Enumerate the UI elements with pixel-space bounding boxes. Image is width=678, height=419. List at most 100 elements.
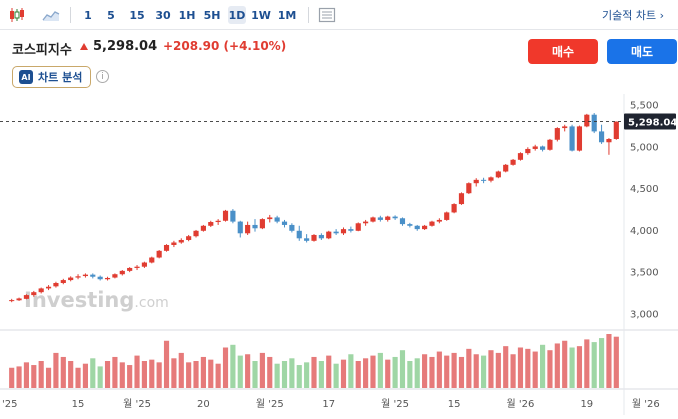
volume-bar [429, 356, 435, 388]
candle-body [429, 221, 435, 226]
candle-body [222, 210, 229, 221]
candle-body [363, 221, 369, 224]
volume-bar [488, 350, 494, 388]
volume-bar [104, 361, 111, 388]
chart-settings-icon[interactable] [318, 6, 336, 24]
price-chart[interactable]: Investing.com 3,000 3,500 4,000 4,500 5,000 5… [0, 94, 678, 415]
area-chart-type-icon[interactable] [42, 6, 60, 24]
candle-body [532, 146, 538, 149]
volume-bar [326, 355, 332, 388]
price-change: +208.90 (+4.10%) [163, 39, 287, 53]
volume-bar [127, 365, 133, 388]
candle-body [23, 295, 30, 299]
candle-body [267, 217, 273, 220]
last-price: 5,298.04 [93, 39, 158, 54]
interval-1d-button[interactable]: 1D [228, 6, 246, 24]
volume-bar [363, 358, 369, 388]
candle-body [554, 128, 560, 140]
x-tick-label: 15 [448, 399, 461, 410]
candle-body [163, 244, 170, 251]
candle-body [355, 223, 361, 231]
y-tick-label: 3,500 [630, 268, 659, 279]
x-tick-label: 19 [580, 399, 593, 410]
candle-body [186, 236, 192, 240]
candlestick-type-icon[interactable] [8, 6, 26, 24]
volume-bar [525, 348, 531, 388]
candle-body [245, 224, 251, 234]
interval-5h-button[interactable]: 5H [203, 8, 221, 22]
x-tick-label: 월 '25 [381, 398, 409, 410]
volume-bar [60, 356, 66, 388]
volume-bar [562, 340, 568, 388]
interval-5-button[interactable]: 5 [107, 8, 115, 22]
candle-body [569, 126, 575, 151]
ai-chart-analysis-button[interactable]: AI 차트 분석 [12, 66, 92, 88]
candle-body [127, 267, 133, 271]
interval-30-button[interactable]: 30 [155, 8, 171, 22]
volume-bar [163, 340, 170, 388]
interval-15-button[interactable]: 15 [129, 8, 145, 22]
volume-bar [436, 351, 442, 388]
volume-bar [31, 365, 37, 388]
candle-body [171, 242, 177, 245]
candle-body [451, 204, 457, 213]
volume-bar [613, 336, 619, 388]
volume-bar [200, 356, 206, 388]
candle-body [53, 282, 59, 287]
candle-body [370, 217, 376, 222]
sell-button[interactable]: 매도 [607, 39, 677, 64]
candle-body [340, 229, 347, 234]
volume-bar [289, 358, 295, 388]
candle-body [90, 274, 96, 277]
volume-bar [16, 366, 22, 388]
volume-bar [532, 351, 538, 388]
volume-bar [97, 366, 103, 388]
candle-body [45, 286, 52, 289]
interval-1h-button[interactable]: 1H [178, 8, 196, 22]
volume-bar [606, 334, 612, 388]
info-icon[interactable]: i [96, 70, 109, 83]
volume-bar [208, 359, 214, 388]
volume-bar [193, 361, 199, 388]
x-tick-label: 월 '25 [256, 398, 284, 410]
candle-body [31, 292, 37, 296]
volume-bar [539, 344, 546, 388]
candle-body [237, 221, 243, 234]
volume-bar [149, 359, 155, 388]
candle-body [141, 262, 147, 267]
volume-bar [510, 354, 516, 388]
interval-1-button[interactable]: 1 [84, 8, 92, 22]
candle-body [68, 277, 74, 281]
candle-body [274, 217, 280, 222]
candle-body [407, 224, 413, 226]
buy-button[interactable]: 매수 [528, 39, 598, 64]
volume-bar [584, 339, 590, 388]
candle-body [112, 274, 118, 278]
y-tick-label: 5,000 [630, 142, 659, 153]
candle-body [178, 239, 184, 243]
technical-chart-link[interactable]: 기술적 차트 › [602, 9, 664, 22]
candle-body [510, 159, 516, 165]
candle-body [82, 274, 89, 277]
volume-bar [9, 367, 15, 388]
candle-body [392, 216, 398, 219]
candle-body [525, 148, 531, 154]
interval-1m-button[interactable]: 1M [277, 8, 297, 22]
x-tick-label: 17 [322, 399, 335, 410]
candle-body [333, 231, 339, 234]
volume-bar [444, 355, 450, 388]
candle-body [252, 224, 258, 229]
chart-toolbar: 1 5 15 30 1H 5H 1D 1W 1M 기술적 차트 › [0, 0, 678, 30]
candle-body [156, 250, 162, 258]
last-price-tag-label: 5,298.04 [628, 118, 677, 129]
volume-bar [23, 362, 30, 388]
candle-body [326, 231, 332, 239]
volume-bar [348, 354, 354, 388]
candle-body [200, 225, 206, 231]
candle-body [296, 230, 302, 239]
x-tick-label: 월 '26 [507, 398, 535, 410]
candle-body [503, 164, 509, 172]
interval-1w-button[interactable]: 1W [251, 8, 271, 22]
ai-button-label: 차트 분석 [38, 71, 83, 84]
candle-body [436, 219, 442, 222]
